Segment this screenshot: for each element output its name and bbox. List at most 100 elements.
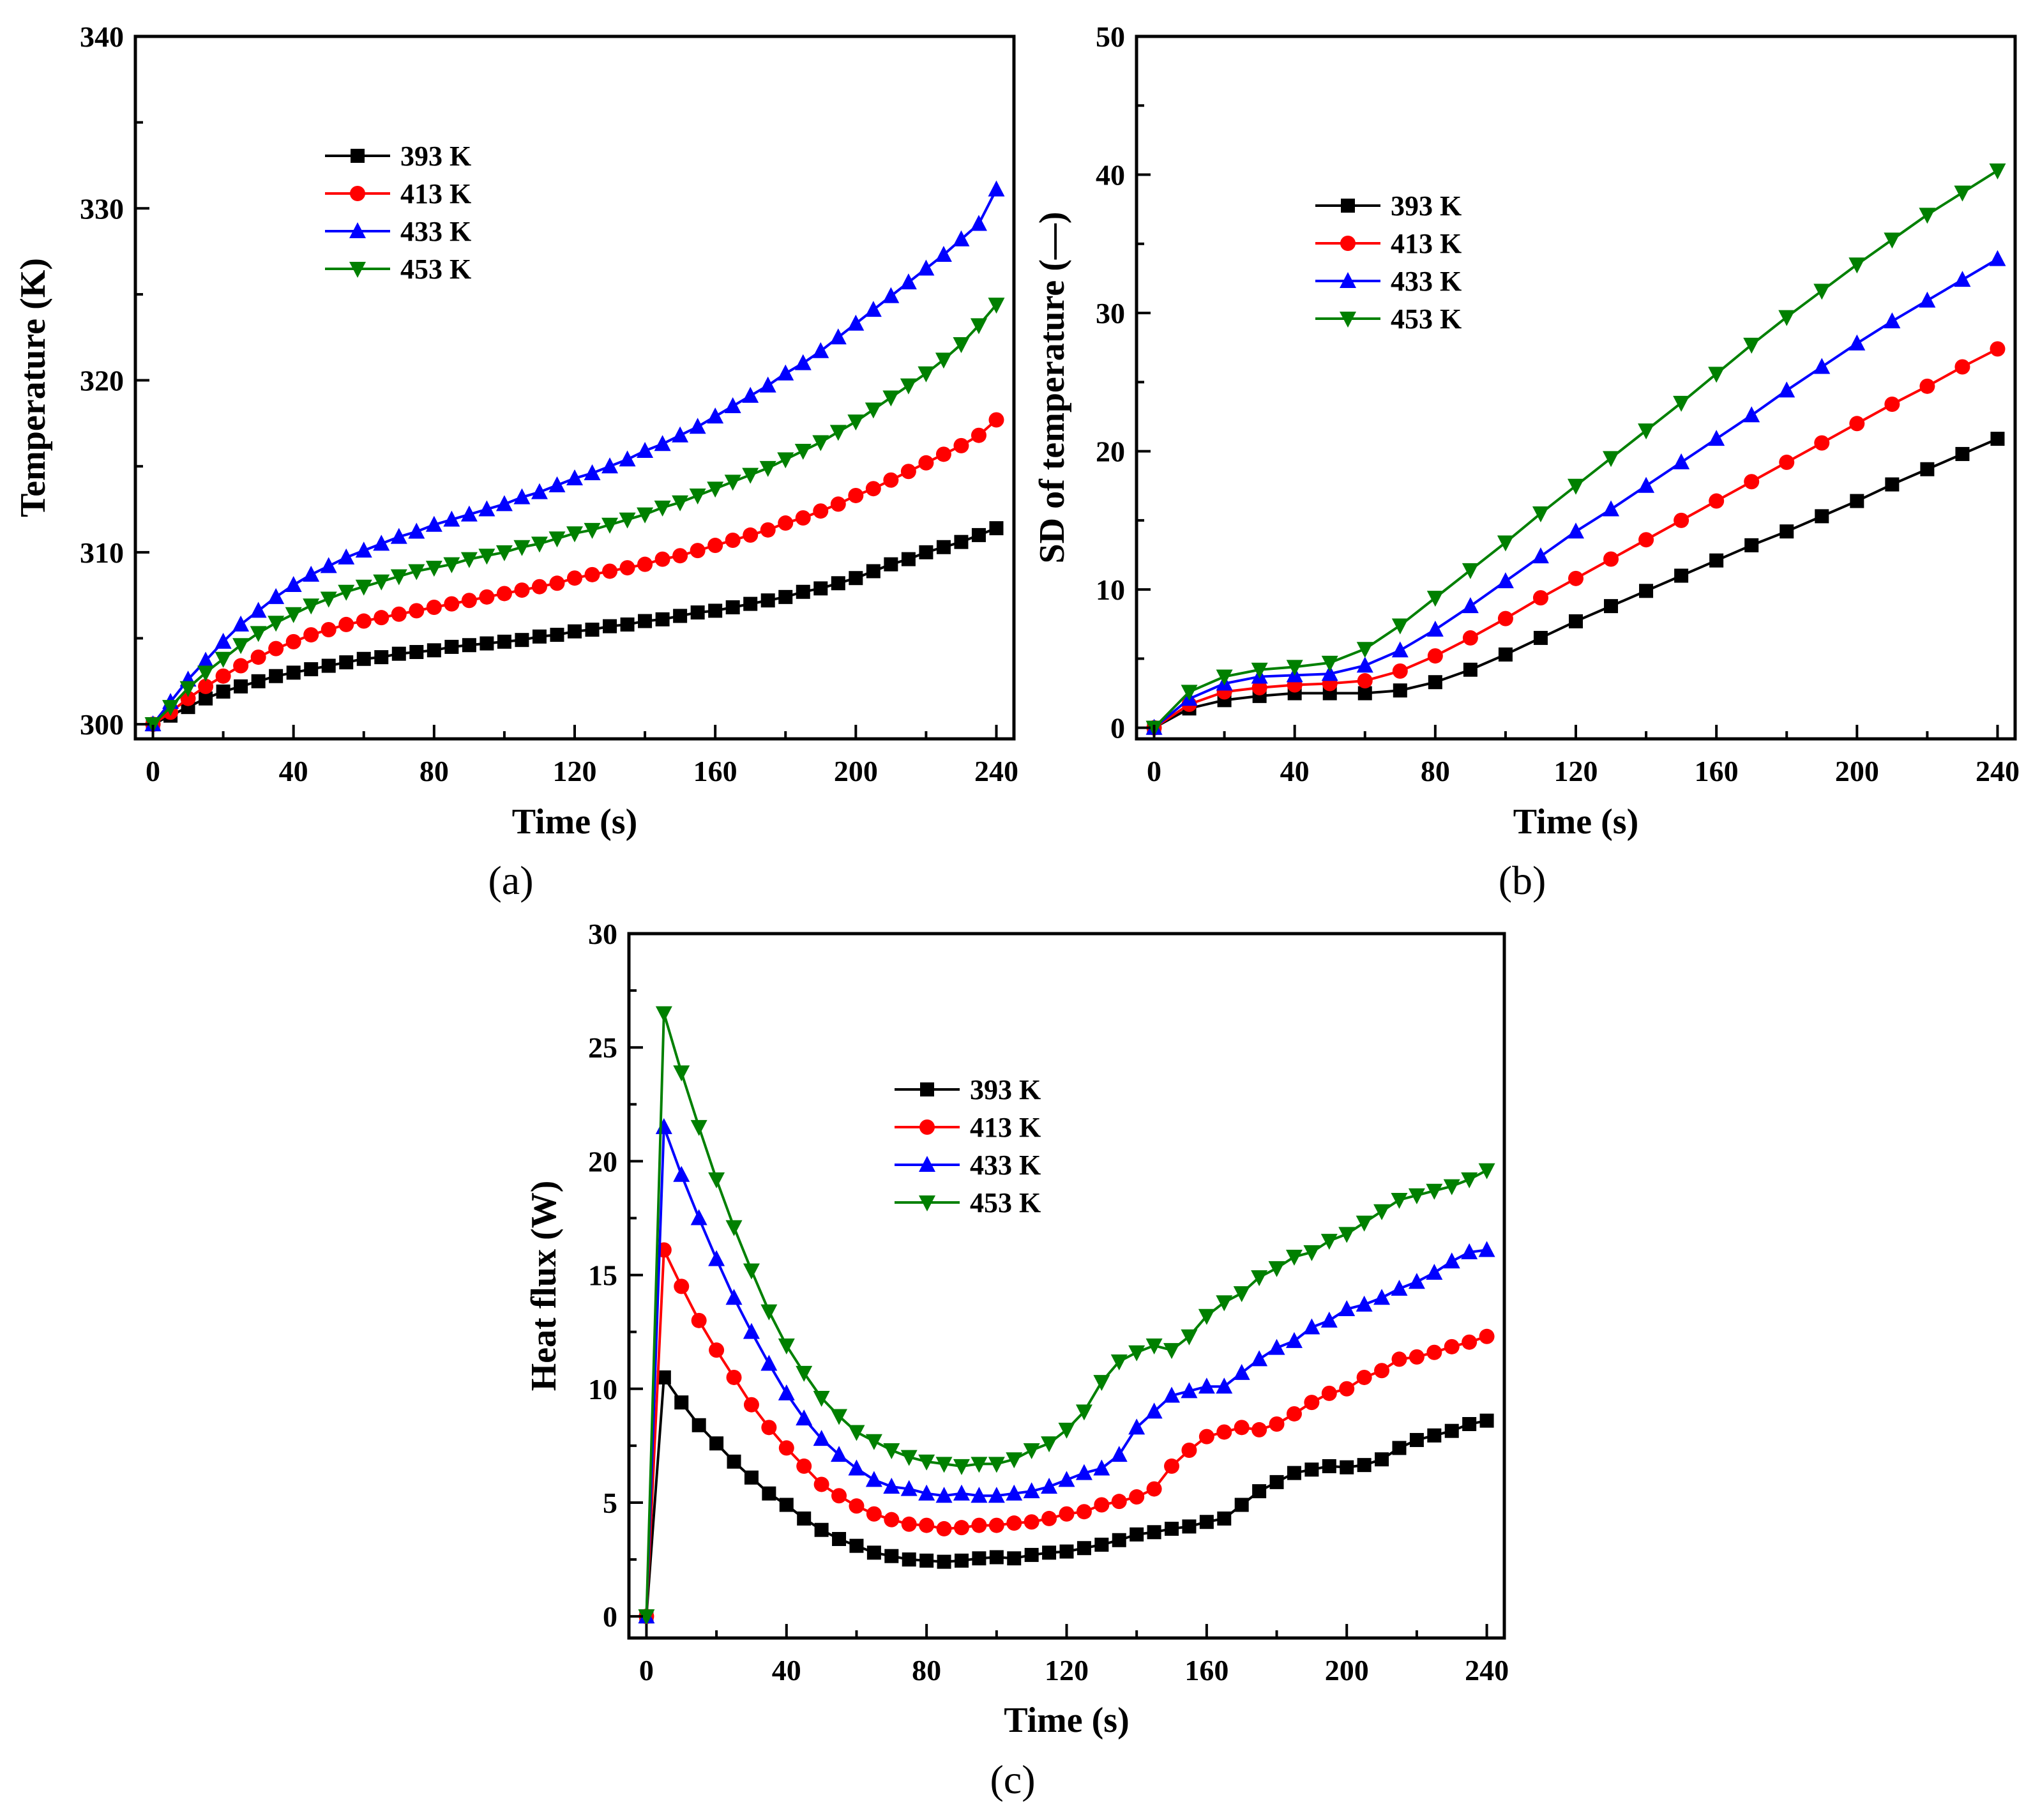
data-point xyxy=(778,515,794,531)
data-point xyxy=(549,575,565,591)
data-point xyxy=(321,658,336,673)
x-tick-label: 200 xyxy=(834,755,878,787)
data-point xyxy=(1058,1422,1075,1439)
y-tick-label: 30 xyxy=(1096,297,1125,330)
data-point xyxy=(883,1443,900,1459)
data-point xyxy=(1813,358,1831,374)
data-point xyxy=(1954,271,1971,287)
data-point xyxy=(1461,1172,1478,1188)
data-point xyxy=(390,527,407,544)
data-point xyxy=(1954,185,1971,202)
data-point xyxy=(970,215,987,231)
data-point xyxy=(865,1471,882,1487)
data-point xyxy=(637,507,654,524)
data-point xyxy=(1392,663,1408,679)
series-413-K xyxy=(639,1242,1495,1625)
data-point xyxy=(269,669,283,683)
y-tick-label: 340 xyxy=(80,20,124,53)
x-axis-title: Time (s) xyxy=(1513,802,1639,842)
data-point xyxy=(1478,1163,1495,1179)
data-point xyxy=(620,617,635,632)
data-point xyxy=(918,259,935,276)
data-point xyxy=(355,542,372,558)
data-point xyxy=(550,628,564,642)
y-tick-label: 310 xyxy=(80,536,124,569)
data-point xyxy=(1462,630,1478,646)
data-point xyxy=(286,665,301,680)
data-point xyxy=(654,500,671,517)
y-tick-label: 10 xyxy=(588,1373,617,1406)
legend-label: 433 K xyxy=(970,1149,1041,1181)
data-point xyxy=(829,425,847,441)
data-point xyxy=(356,651,371,666)
data-point xyxy=(427,643,441,658)
legend-label: 433 K xyxy=(1391,266,1462,297)
legend-label: 453 K xyxy=(400,254,471,285)
data-point xyxy=(409,645,424,660)
x-tick-label: 240 xyxy=(1465,1654,1509,1687)
data-point xyxy=(1708,367,1725,383)
data-point xyxy=(1356,1369,1372,1385)
data-point xyxy=(1919,291,1936,308)
data-point xyxy=(901,1516,917,1532)
data-point xyxy=(743,1263,760,1280)
data-point xyxy=(848,1425,865,1441)
data-point xyxy=(1181,1329,1198,1346)
x-tick-label: 80 xyxy=(419,755,449,787)
data-point xyxy=(1023,1482,1040,1499)
panel-label: (a) xyxy=(488,858,533,903)
data-point xyxy=(829,328,847,345)
data-point xyxy=(1128,1418,1145,1435)
legend-marker xyxy=(1340,312,1356,328)
data-point xyxy=(937,1554,951,1569)
data-point xyxy=(215,651,232,668)
data-point xyxy=(689,488,706,504)
data-point xyxy=(1093,1375,1110,1392)
data-point xyxy=(724,474,741,491)
data-point xyxy=(391,606,407,622)
data-point xyxy=(953,230,970,246)
data-point xyxy=(339,655,354,670)
data-point xyxy=(1814,435,1830,451)
data-point xyxy=(1778,310,1795,326)
data-point xyxy=(1128,1345,1145,1361)
data-point xyxy=(1426,1264,1443,1280)
plot-frame xyxy=(627,932,1506,1640)
data-point xyxy=(1130,1527,1144,1542)
data-point xyxy=(674,1278,690,1294)
x-tick-label: 0 xyxy=(146,755,160,787)
data-point xyxy=(1391,1351,1407,1367)
data-point xyxy=(1989,250,2006,266)
data-point xyxy=(813,581,828,596)
data-point xyxy=(1443,1252,1460,1269)
data-point xyxy=(250,626,267,642)
y-tick-label: 25 xyxy=(588,1031,617,1064)
data-point xyxy=(232,615,250,632)
data-point xyxy=(1533,630,1548,645)
x-tick-label: 40 xyxy=(772,1654,801,1687)
data-point xyxy=(831,576,845,591)
data-point xyxy=(1268,1261,1285,1277)
data-point xyxy=(1989,163,2006,180)
data-point xyxy=(672,548,688,564)
y-tick-label: 330 xyxy=(80,192,124,225)
data-point xyxy=(726,1369,742,1385)
data-point xyxy=(478,549,495,565)
data-point xyxy=(743,596,758,611)
data-point xyxy=(268,641,284,656)
data-point xyxy=(1077,1541,1091,1556)
data-point xyxy=(849,1498,865,1514)
data-point xyxy=(847,414,865,431)
data-point xyxy=(355,579,372,596)
y-tick-label: 15 xyxy=(588,1259,617,1292)
x-tick-label: 80 xyxy=(1421,755,1450,787)
series-line xyxy=(1153,169,1999,729)
data-point xyxy=(1216,1424,1232,1440)
y-tick-label: 300 xyxy=(80,708,124,741)
data-point xyxy=(1216,1377,1233,1394)
data-point xyxy=(1955,446,1970,461)
data-point xyxy=(813,1430,830,1446)
data-point xyxy=(303,627,319,643)
data-point xyxy=(601,457,619,474)
data-point xyxy=(918,1454,935,1471)
